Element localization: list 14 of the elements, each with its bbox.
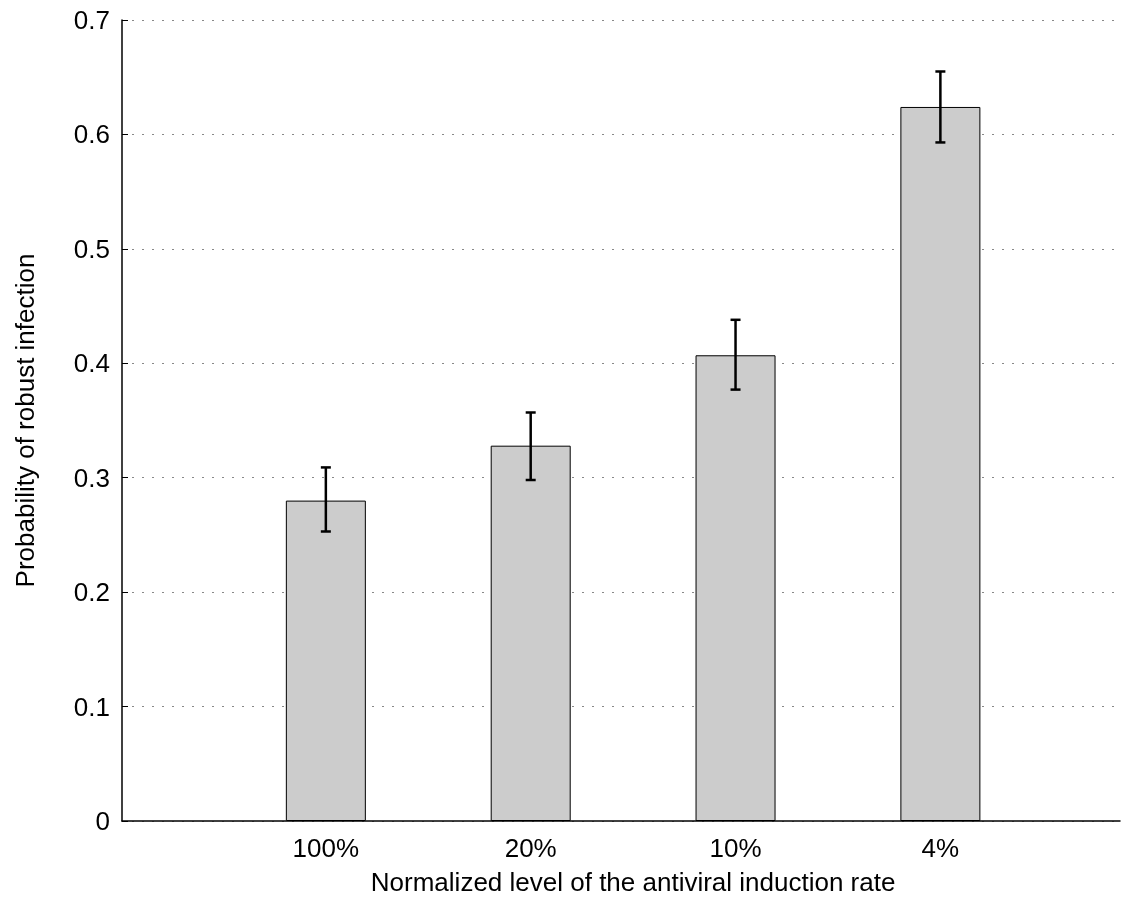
- y-tick-label: 0.4: [73, 348, 110, 379]
- y-tick-label: 0.3: [73, 462, 110, 493]
- x-tick-label: 10%: [709, 833, 762, 863]
- y-tick-label: 0.6: [73, 119, 110, 150]
- x-tick-label: 20%: [504, 833, 557, 863]
- x-tick-label: 100%: [292, 833, 360, 863]
- y-tick-label: 0.1: [73, 691, 110, 722]
- x-tick-label: 4%: [921, 833, 960, 863]
- y-tick-label: 0.7: [73, 5, 110, 35]
- x-axis-title: Normalized level of the antiviral induction rate: [370, 867, 896, 897]
- y-tick-label: 0: [95, 806, 110, 836]
- y-tick-label: 0.2: [73, 577, 110, 608]
- y-axis-title: Probability of robust infection: [10, 253, 40, 588]
- y-tick-label: 0.5: [73, 233, 110, 264]
